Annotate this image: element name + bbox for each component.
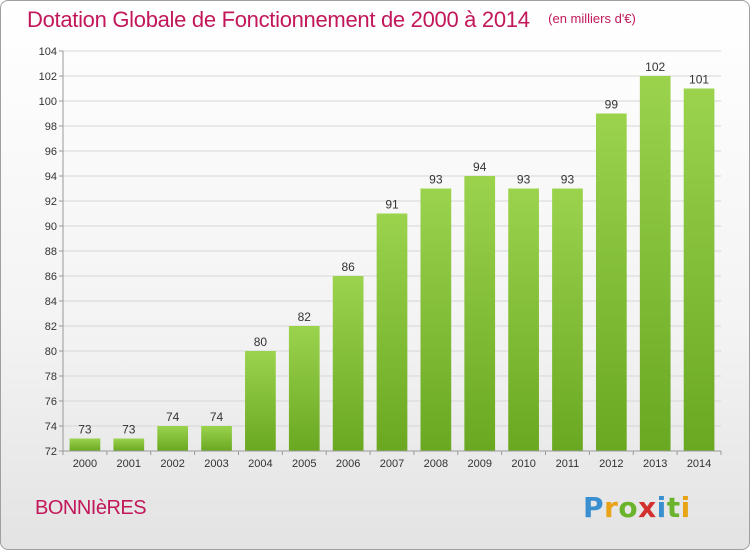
bar-value-label: 80	[254, 335, 268, 349]
x-tick-label: 2004	[248, 458, 272, 470]
logo-letter: i	[656, 491, 667, 524]
y-tick-label: 94	[45, 171, 57, 183]
bar	[332, 276, 364, 451]
bar-value-label: 73	[78, 423, 92, 437]
y-tick-label: 88	[45, 246, 57, 258]
bars: 73 73 74 74 80 82 86 91 93 94 93 93 99 102 101	[69, 60, 715, 451]
y-tick-label: 102	[39, 71, 57, 83]
bar	[595, 113, 627, 451]
y-tick-label: 90	[45, 221, 57, 233]
logo-letter: i	[680, 491, 691, 524]
y-tick-label: 100	[39, 96, 57, 108]
x-axis: 2000 2001 2002 2003 2004 2005 2006 2007 2008 2009…	[62, 450, 722, 470]
bar-value-label: 99	[605, 98, 619, 112]
x-tick-label: 2010	[511, 458, 535, 470]
bar	[69, 438, 101, 451]
y-tick-label: 72	[45, 446, 57, 458]
bar	[552, 188, 583, 451]
x-tick-label: 2009	[467, 458, 491, 470]
x-tick-label: 2005	[292, 458, 316, 470]
x-tick-label: 2012	[599, 458, 623, 470]
y-tick-label: 86	[45, 271, 57, 283]
x-tick-label: 2001	[117, 458, 141, 470]
logo-letter: x	[638, 491, 657, 524]
bar-value-label: 86	[341, 260, 355, 274]
bar	[683, 88, 715, 451]
bar-value-label: 93	[429, 173, 443, 187]
y-tick-label: 104	[39, 46, 57, 58]
bar-value-label: 73	[122, 423, 136, 437]
y-tick-label: 82	[45, 321, 57, 333]
y-tick-label: 76	[45, 396, 57, 408]
x-tick-label: 2002	[160, 458, 184, 470]
chart-title: Dotation Globale de Fonctionnement de 20…	[27, 7, 636, 33]
x-tick-label: 2007	[380, 458, 404, 470]
bar	[508, 188, 539, 451]
bar	[464, 176, 496, 451]
bar-value-label: 93	[561, 173, 575, 187]
x-tick-label: 2006	[336, 458, 360, 470]
bar	[113, 438, 145, 451]
bar	[376, 213, 408, 451]
x-tick-label: 2003	[204, 458, 228, 470]
y-axis: 72 74 76 78 80 82 84 86 88 90 92 94 96 98 100 102 104	[39, 46, 64, 458]
bar-value-label: 74	[210, 410, 224, 424]
bar-value-label: 91	[385, 198, 399, 212]
title-unit: (en milliers d'€)	[548, 11, 636, 26]
x-tick-label: 2014	[687, 458, 711, 470]
logo-letter: t	[666, 491, 681, 524]
title-text: Dotation Globale de Fonctionnement de 20…	[27, 7, 530, 32]
y-tick-label: 92	[45, 196, 57, 208]
y-tick-label: 74	[45, 421, 57, 433]
bar-value-label: 102	[645, 60, 665, 74]
y-tick-label: 98	[45, 121, 57, 133]
x-tick-label: 2008	[424, 458, 448, 470]
bar	[157, 426, 189, 451]
bar-value-label: 74	[166, 410, 180, 424]
bar-value-label: 82	[298, 310, 312, 324]
bar-value-label: 93	[517, 173, 531, 187]
proxiti-logo[interactable]: Proxiti	[583, 491, 691, 524]
bar	[639, 76, 671, 451]
y-tick-label: 78	[45, 371, 57, 383]
y-tick-label: 80	[45, 346, 57, 358]
x-tick-label: 2013	[643, 458, 667, 470]
x-tick-label: 2011	[556, 458, 580, 470]
bar-value-label: 94	[473, 160, 487, 174]
bar	[245, 351, 276, 451]
bar-value-label: 101	[689, 73, 709, 87]
bar	[288, 326, 320, 451]
logo-letter: r	[604, 491, 619, 524]
logo-letter: P	[583, 491, 605, 524]
commune-name: BONNIèRES	[35, 497, 147, 519]
logo-letter: o	[618, 491, 639, 524]
y-tick-label: 96	[45, 146, 57, 158]
x-tick-label: 2000	[73, 458, 97, 470]
bar	[201, 426, 232, 451]
y-tick-label: 84	[45, 296, 57, 308]
bar	[420, 188, 452, 451]
